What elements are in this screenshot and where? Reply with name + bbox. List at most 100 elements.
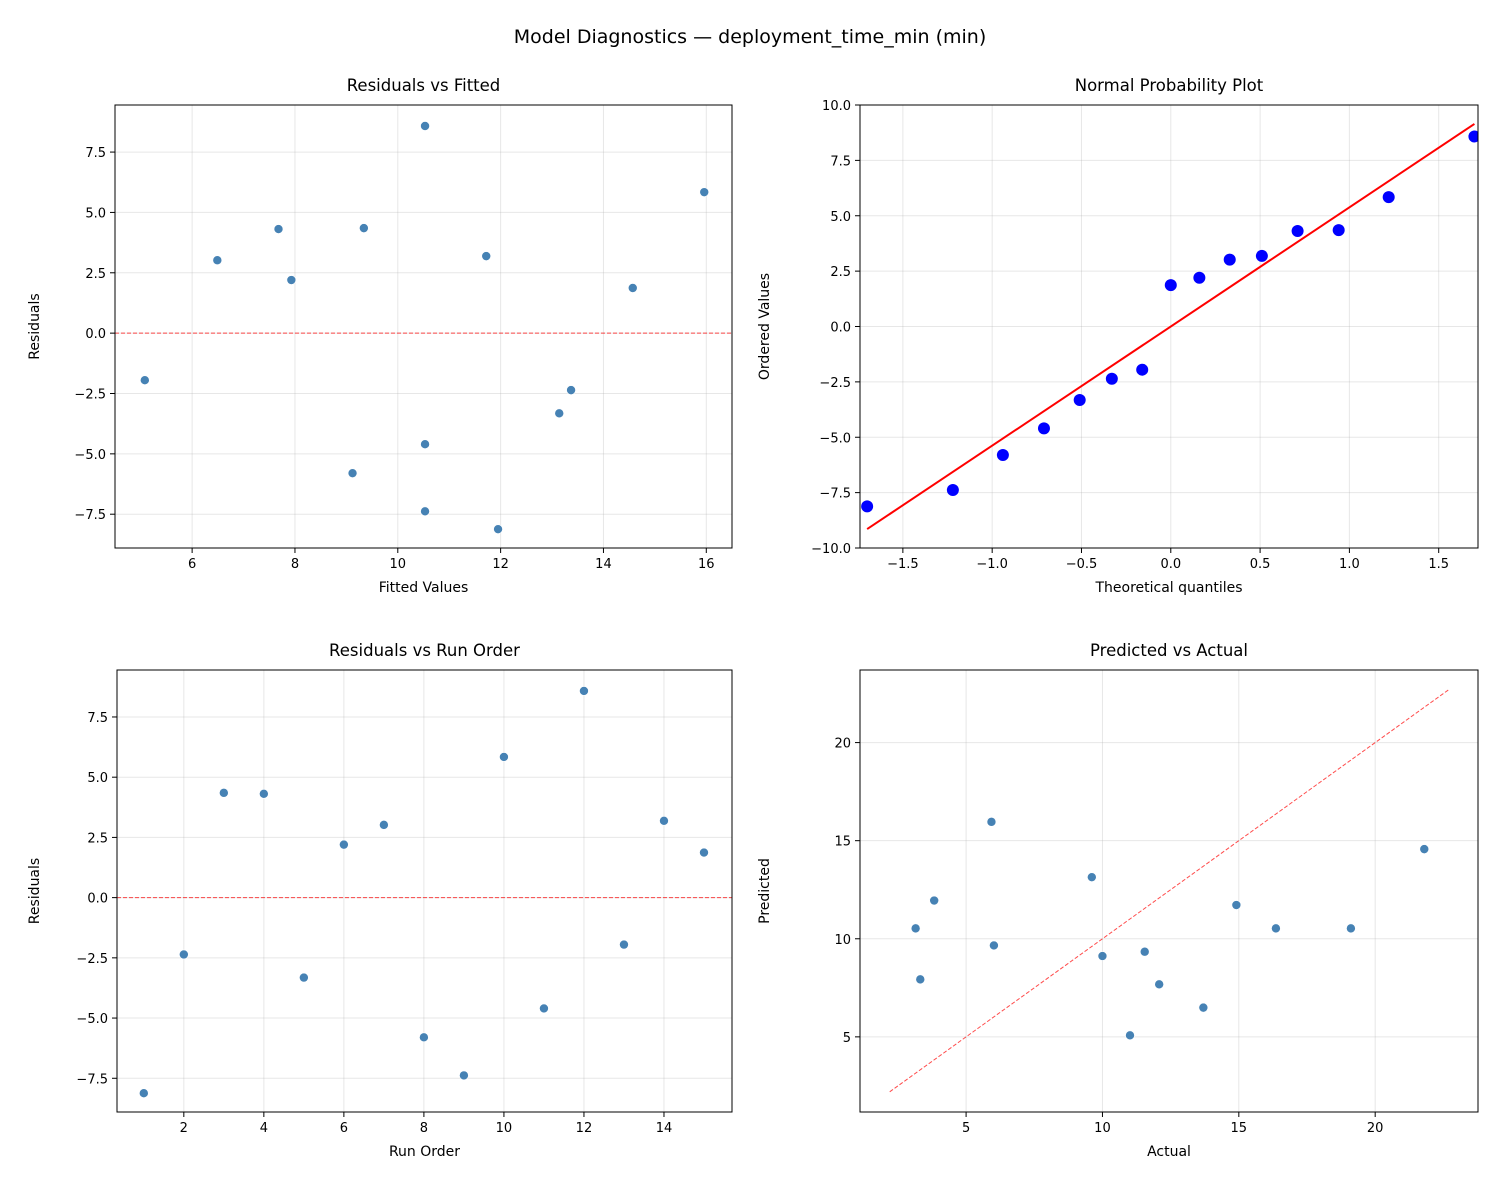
y-tick-label: 7.5 <box>85 146 106 161</box>
y-tick-label: 10.0 <box>822 99 851 114</box>
data-point <box>986 817 997 827</box>
x-axis-label: Fitted Values <box>379 580 469 596</box>
data-point <box>420 439 430 449</box>
data-point <box>1231 900 1242 910</box>
data-point <box>1139 946 1150 957</box>
data-point <box>1346 923 1356 934</box>
data-point <box>1037 422 1050 435</box>
subplot-2: −1.5 −1.0 −0.5 0.0 0.5 1.0 1.5 −10.0 −7.5 −5.0 −2.… <box>757 76 1479 596</box>
subplot-title: Normal Probability Plot <box>1075 76 1264 95</box>
y-tick-label: −7.5 <box>819 487 851 502</box>
y-tick-label: 20 <box>834 737 851 752</box>
y-tick-label: −10.0 <box>811 542 851 557</box>
data-point <box>539 1003 549 1014</box>
data-point <box>299 972 309 983</box>
y-tick-label: 0.0 <box>87 892 108 907</box>
data-point <box>1164 279 1177 292</box>
axes-frame <box>114 104 733 549</box>
plot-area <box>861 123 1478 530</box>
x-tick-label: 1.0 <box>1339 557 1360 572</box>
x-axis-label: Theoretical quantiles <box>1094 580 1242 596</box>
x-tick-label: 2 <box>180 1121 188 1136</box>
data-point <box>1271 923 1281 934</box>
subplot-4: 5 10 15 20 5 10 15 20 Predicted vs Actual Actual P… <box>757 641 1479 1160</box>
data-point <box>996 448 1009 461</box>
y-tick-label: 0.0 <box>85 327 106 342</box>
x-tick-label: −1.0 <box>976 557 1008 572</box>
x-tick-label: 0.0 <box>1160 557 1181 572</box>
data-point <box>179 949 189 960</box>
axes-frame <box>859 104 1479 549</box>
y-tick-label: −5.0 <box>76 1012 108 1027</box>
data-point <box>1136 363 1149 376</box>
y-tick-label: 15 <box>834 835 851 850</box>
data-point <box>459 1070 469 1081</box>
data-point <box>554 408 565 419</box>
x-tick-label: 8 <box>420 1121 428 1136</box>
y-tick-label: 2.5 <box>87 831 108 846</box>
plot-area <box>117 686 732 1099</box>
identity-line <box>889 689 1450 1093</box>
data-point <box>1468 130 1478 143</box>
x-axis-label: Actual <box>1147 1144 1191 1160</box>
data-point <box>1382 191 1395 204</box>
x-tick-label: 15 <box>1231 1121 1248 1136</box>
data-point <box>946 483 959 496</box>
data-point <box>419 1032 429 1043</box>
data-point <box>627 283 638 293</box>
y-tick-label: −7.5 <box>76 1072 108 1087</box>
data-point <box>1332 224 1345 237</box>
data-point <box>286 275 297 285</box>
y-tick-label: 5.0 <box>87 771 108 786</box>
x-tick-label: 20 <box>1367 1121 1384 1136</box>
data-point <box>1097 951 1108 961</box>
data-point <box>499 752 509 762</box>
x-tick-label: 14 <box>595 557 612 572</box>
y-axis-label: Residuals <box>27 858 43 924</box>
y-tick-label: 2.5 <box>830 265 851 280</box>
data-point <box>273 224 284 234</box>
data-point <box>929 895 939 906</box>
data-point <box>259 789 269 799</box>
x-tick-label: 5 <box>962 1121 970 1136</box>
data-point <box>420 506 430 517</box>
x-tick-label: 10 <box>496 1121 513 1136</box>
subplot-title: Residuals vs Fitted <box>347 76 501 95</box>
y-tick-label: 2.5 <box>85 267 106 282</box>
y-tick-label: −2.5 <box>76 952 108 967</box>
x-tick-label: −1.5 <box>887 557 919 572</box>
data-point <box>1198 1002 1209 1013</box>
subplot-1: 6 8 10 12 14 16 −7.5 −5.0 −2.5 0.0 2.5 5.0 7.5 Residu… <box>27 76 733 596</box>
axes-frame <box>116 669 733 1113</box>
data-point <box>493 524 503 534</box>
subplot-title: Predicted vs Actual <box>1090 641 1248 660</box>
y-tick-label: 10 <box>834 933 851 948</box>
data-point <box>699 847 709 858</box>
data-point <box>1223 253 1236 266</box>
x-tick-label: 6 <box>340 1121 348 1136</box>
y-tick-label: 5 <box>843 1031 851 1046</box>
data-point <box>1291 225 1304 238</box>
x-tick-label: 10 <box>390 557 407 572</box>
figure-title: Model Diagnostics — deployment_time_min … <box>514 26 987 48</box>
x-tick-label: 12 <box>492 557 509 572</box>
data-point <box>861 500 874 513</box>
data-point <box>379 820 389 830</box>
subplot-title: Residuals vs Run Order <box>329 641 520 660</box>
data-point <box>910 923 921 934</box>
y-tick-label: 5.0 <box>85 206 106 221</box>
y-tick-label: 5.0 <box>830 210 851 225</box>
data-point <box>619 939 629 950</box>
x-tick-label: 14 <box>656 1121 673 1136</box>
axes-frame <box>859 669 1479 1113</box>
data-point <box>1154 979 1164 990</box>
data-point <box>219 788 229 798</box>
y-axis-label: Predicted <box>757 858 773 924</box>
data-point <box>699 187 710 197</box>
x-tick-label: 1.5 <box>1428 557 1449 572</box>
data-point <box>1087 872 1097 882</box>
qq-fit-line <box>866 123 1475 530</box>
x-tick-label: 16 <box>698 557 715 572</box>
data-point <box>659 815 669 826</box>
